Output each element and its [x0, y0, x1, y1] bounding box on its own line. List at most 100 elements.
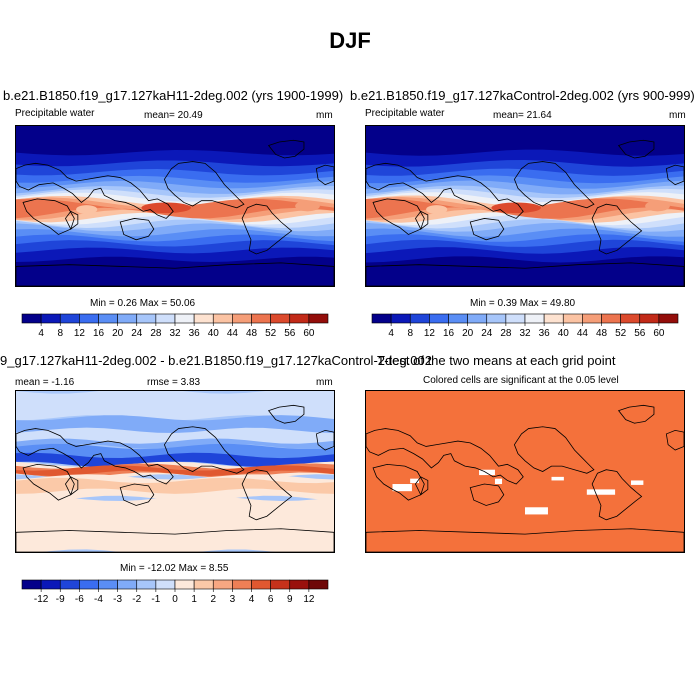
colorbar-label-0: -12	[34, 594, 49, 605]
coastline-1	[373, 199, 424, 235]
diff-colorbar-svg: -12 -9 -6 -4 -3 -2 -1 0 1 2 3 4 6 9 12	[21, 579, 329, 605]
colorbar-box-13	[620, 313, 641, 324]
control-colorbar-svg: 4 8 12 16 20 24 28 32 36 40 44 48 52 56 60	[371, 313, 679, 339]
colorbar-box-8	[174, 579, 195, 590]
diff-band-10	[16, 495, 334, 552]
coastline-8	[316, 165, 334, 185]
colorbar-label-4: 20	[112, 328, 124, 339]
panel-case-title: b.e21.B1850.f19_g17.127kaH11-2deg.002 (y…	[3, 88, 344, 103]
colorbar-box-2	[409, 313, 430, 324]
control-precipitable-water-field	[366, 126, 684, 286]
coastline-5	[592, 204, 641, 254]
colorbar-label-1: 8	[57, 328, 63, 339]
coastline-1	[23, 199, 74, 235]
colorbar-label-0: 4	[388, 328, 394, 339]
non-significant-cell-3	[410, 478, 419, 484]
coastline-8	[316, 430, 334, 450]
colorbar-label-12: 52	[615, 328, 627, 339]
colorbar-label-2: 12	[424, 328, 436, 339]
colorbar-label-8: 1	[191, 594, 197, 605]
colorbar-box-4	[448, 313, 468, 324]
panel-diff-rmse: rmse = 3.83	[147, 377, 201, 388]
coastline-6	[619, 140, 654, 158]
colorbar-label-12: 6	[268, 594, 274, 605]
coastlines	[16, 405, 334, 552]
coastline-4	[164, 427, 244, 474]
panel-case-minmax: Min = 0.26 Max = 50.06	[90, 298, 196, 309]
coastline-0	[366, 429, 523, 484]
colorbar-box-8	[524, 313, 545, 324]
colorbar-box-6	[486, 313, 507, 324]
colorbar-box-11	[232, 313, 252, 324]
colorbar-box-13	[270, 313, 291, 324]
panel-diff-map	[15, 390, 335, 553]
non-significant-cell-0	[479, 469, 495, 476]
colorbar-box-7	[505, 313, 526, 324]
colorbar-box-9	[543, 313, 564, 324]
diff-band-4	[16, 452, 334, 468]
colorbar-box-10	[212, 313, 233, 324]
coastline-0	[16, 163, 173, 218]
colorbar-label-3: 16	[93, 328, 105, 339]
colorbar-box-9	[193, 313, 214, 324]
colorbar-label-9: 40	[208, 328, 220, 339]
panel-case-map	[15, 125, 335, 287]
colorbar-box-6	[136, 579, 157, 590]
colorbar-box-12	[251, 579, 271, 590]
pw-maximum-1	[553, 203, 586, 213]
colorbar-box-1	[40, 579, 61, 590]
colorbar-box-1	[40, 313, 61, 324]
colorbar-box-12	[601, 313, 621, 324]
page-title: DJF	[329, 28, 371, 53]
panel-ttest-subtitle: Colored cells are significant at the 0.0…	[423, 375, 619, 386]
diff-band-9	[16, 477, 334, 494]
colorbar-label-11: 48	[246, 328, 258, 339]
colorbar-label-9: 40	[558, 328, 570, 339]
colorbar-label-10: 44	[577, 328, 589, 339]
coastline-3	[120, 218, 154, 239]
colorbar-label-13: 56	[634, 328, 646, 339]
panel-diff-minmax: Min = -12.02 Max = 8.55	[120, 563, 229, 574]
panel-ttest-title: T-test of the two means at each grid poi…	[377, 353, 616, 368]
colorbar-box-3	[79, 579, 99, 590]
panel-control-map	[365, 125, 685, 287]
colorbar-box-3	[429, 313, 449, 324]
coastline-2	[65, 477, 77, 495]
significance-field	[366, 391, 684, 552]
coastlines	[16, 140, 334, 286]
panel-case-units: mm	[316, 110, 333, 121]
panel-case-mean: mean= 20.49	[144, 110, 203, 121]
colorbar-label-11: 4	[249, 594, 255, 605]
colorbar-box-2	[59, 313, 80, 324]
colorbar-label-7: 0	[172, 594, 178, 605]
coastline-5	[242, 470, 291, 520]
non-significant-cell-7	[631, 480, 644, 485]
pw-maximum-3	[426, 205, 448, 214]
colorbar-label-8: 36	[539, 328, 551, 339]
colorbar-label-8: 36	[189, 328, 201, 339]
panel-control-units: mm	[669, 110, 686, 121]
coastline-5	[592, 470, 641, 520]
colorbar-box-2	[59, 579, 80, 590]
colorbar-box-3	[79, 313, 99, 324]
colorbar-label-4: -3	[113, 594, 122, 605]
colorbar-label-5: 24	[481, 328, 493, 339]
coastline-0	[16, 429, 173, 484]
coastline-4	[164, 162, 244, 208]
pw-maximum-0	[491, 202, 541, 214]
colorbar-box-7	[155, 313, 176, 324]
coastline-6	[269, 405, 304, 423]
colorbar-label-10: 44	[227, 328, 239, 339]
coastline-7	[366, 529, 684, 552]
case-colorbar-svg: 4 8 12 16 20 24 28 32 36 40 44 48 52 56 60	[21, 313, 329, 339]
non-significant-cell-4	[551, 476, 564, 481]
coastline-7	[16, 529, 334, 552]
non-significant-cell-1	[494, 478, 503, 485]
colorbar-box-0	[21, 579, 42, 590]
colorbar-box-0	[371, 313, 392, 324]
colorbar-label-12: 52	[265, 328, 277, 339]
coastline-7	[16, 263, 334, 286]
colorbar-box-15	[308, 579, 329, 590]
panel-case-colorbar: 4 8 12 16 20 24 28 32 36 40 44 48 52 56 60	[21, 313, 329, 340]
non-significant-cell-6	[525, 507, 548, 515]
